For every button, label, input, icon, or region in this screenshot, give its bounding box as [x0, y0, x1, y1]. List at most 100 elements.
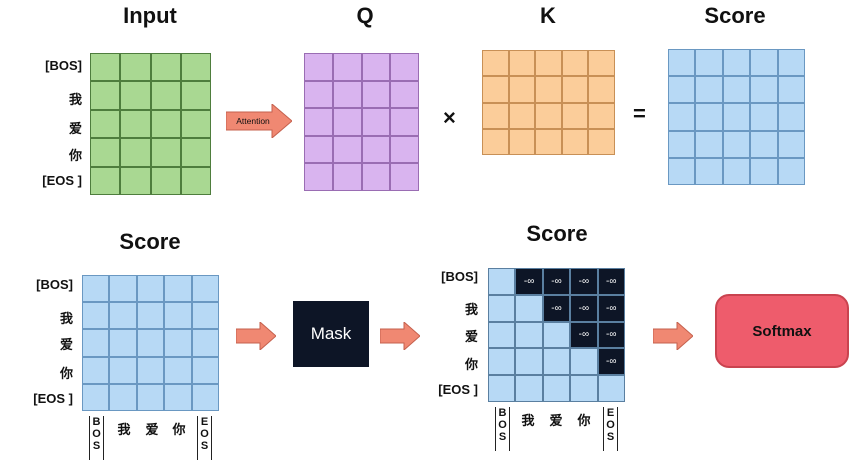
matrix-cell	[588, 128, 615, 155]
matrix-cell	[164, 329, 192, 357]
matrix-cell	[777, 76, 805, 104]
matrix-cell	[561, 102, 589, 129]
matrix-cell	[150, 81, 181, 110]
matrix-cell	[136, 356, 165, 384]
matrix-cell	[508, 128, 536, 155]
matrix-cell	[150, 166, 181, 195]
k-title: K	[540, 3, 556, 28]
matrix-cell	[361, 80, 391, 109]
matrix-cell	[750, 76, 778, 104]
matrix-cell	[668, 130, 696, 158]
score-left-col-labels: B O S 我 爱 你 E O S	[82, 414, 219, 464]
matrix-cell	[508, 50, 536, 77]
matrix-cell	[180, 53, 211, 82]
matrix-cell	[542, 321, 571, 349]
matrix-cell	[535, 76, 562, 103]
col-label-bos: B O S	[495, 407, 510, 451]
matrix-cell	[180, 166, 211, 195]
matrix-cell	[750, 103, 778, 131]
score-masked-row-labels: [BOS] 我 爱 你 [EOS ]	[420, 268, 478, 408]
matrix-cell	[304, 163, 333, 191]
col-label-eos: E O S	[197, 416, 212, 460]
k-matrix	[482, 50, 615, 155]
matrix-cell	[120, 53, 151, 82]
matrix-cell	[82, 329, 110, 357]
matrix-cell	[542, 375, 571, 402]
matrix-cell	[561, 128, 589, 155]
matrix-cell	[777, 157, 805, 185]
score-matrix-masked: -∞ -∞ -∞ -∞ -∞ -∞ -∞ -∞ -∞ -∞	[488, 268, 625, 402]
row-label-ai: 爱	[464, 329, 478, 344]
matrix-cell	[180, 138, 211, 167]
row-label-eos: [EOS ]	[42, 173, 82, 188]
score-left-row-labels: [BOS] 我 爱 你 [EOS ]	[15, 275, 73, 415]
masked-cell: -∞	[542, 268, 571, 295]
masked-cell: -∞	[597, 348, 625, 376]
row-label-wo: 我	[68, 92, 82, 107]
matrix-cell	[332, 80, 362, 109]
matrix-cell	[332, 108, 362, 136]
matrix-cell	[164, 275, 192, 303]
matrix-cell	[191, 302, 219, 330]
matrix-cell	[180, 81, 211, 110]
matrix-cell	[695, 157, 723, 185]
matrix-cell	[361, 53, 391, 81]
matrix-cell	[150, 109, 181, 139]
row-label-bos: [BOS]	[45, 58, 82, 73]
matrix-cell	[82, 275, 110, 303]
matrix-cell	[120, 166, 151, 195]
matrix-cell	[361, 108, 391, 136]
col-label-wo: 我	[521, 413, 535, 428]
matrix-cell	[515, 321, 543, 349]
matrix-cell	[750, 157, 778, 185]
masked-cell: -∞	[542, 294, 571, 322]
row-label-eos: [EOS ]	[438, 382, 478, 397]
matrix-cell	[304, 108, 333, 136]
matrix-cell	[109, 302, 137, 330]
col-label-eos: E O S	[603, 407, 618, 451]
masked-cell: -∞	[570, 268, 598, 295]
mask-block: Mask	[293, 301, 369, 367]
matrix-cell	[390, 108, 419, 136]
matrix-cell	[304, 80, 333, 109]
matrix-cell	[90, 81, 121, 110]
row-label-eos: [EOS ]	[33, 391, 73, 406]
row-label-wo: 我	[464, 302, 478, 317]
matrix-cell	[361, 163, 391, 191]
matrix-cell	[90, 109, 121, 139]
masked-cell: -∞	[597, 268, 625, 295]
score-matrix-top	[668, 49, 805, 185]
matrix-cell	[390, 163, 419, 191]
row-label-bos: [BOS]	[441, 269, 478, 284]
matrix-cell	[722, 103, 751, 131]
matrix-cell	[136, 302, 165, 330]
matrix-cell	[164, 356, 192, 384]
matrix-cell	[515, 375, 543, 402]
softmax-block: Softmax	[715, 294, 849, 368]
matrix-cell	[488, 348, 516, 376]
arrow-to-masked-score	[380, 322, 420, 350]
matrix-cell	[561, 50, 589, 77]
matrix-cell	[120, 138, 151, 167]
matrix-cell	[390, 135, 419, 164]
matrix-cell	[750, 130, 778, 158]
matrix-cell	[120, 109, 151, 139]
matrix-cell	[695, 49, 723, 77]
matrix-cell	[136, 275, 165, 303]
matrix-cell	[695, 76, 723, 104]
input-title: Input	[123, 3, 177, 28]
matrix-cell	[191, 356, 219, 384]
equals-operator: =	[633, 101, 646, 126]
matrix-cell	[82, 302, 110, 330]
matrix-cell	[570, 348, 598, 376]
matrix-cell	[332, 163, 362, 191]
score-top-title: Score	[704, 3, 766, 28]
matrix-cell	[136, 383, 165, 411]
row-label-ai: 爱	[59, 337, 73, 352]
matrix-cell	[668, 103, 696, 131]
matrix-cell	[488, 375, 516, 402]
matrix-cell	[109, 356, 137, 384]
score-matrix-left	[82, 275, 219, 411]
matrix-cell	[570, 375, 598, 402]
matrix-cell	[597, 375, 625, 402]
